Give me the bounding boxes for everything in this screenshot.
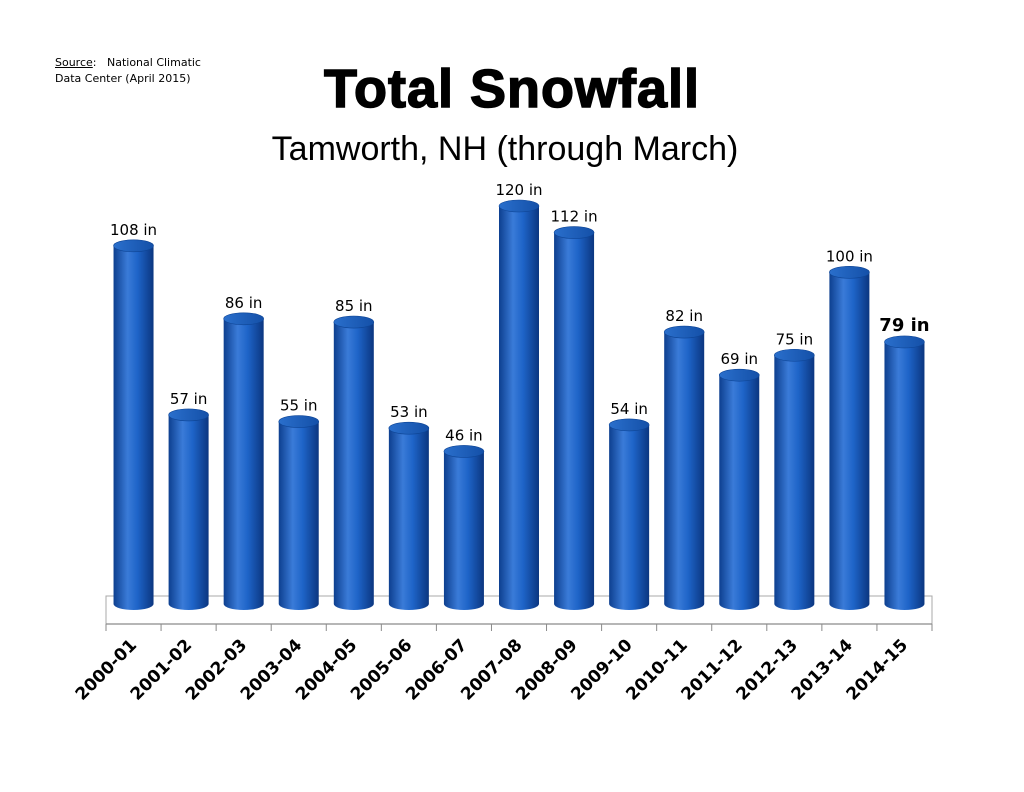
bar-body	[443, 451, 484, 610]
source-line1: National Climatic	[106, 56, 201, 69]
bar-top	[718, 368, 760, 382]
bar	[443, 445, 485, 610]
data-label: 100 in	[826, 247, 873, 265]
data-label: 57 in	[170, 390, 208, 408]
bar	[333, 315, 375, 610]
bar-body	[333, 322, 374, 610]
bar-top	[113, 239, 154, 253]
bar-body	[278, 421, 319, 610]
bar-top	[829, 266, 870, 279]
bar-body	[388, 428, 429, 610]
bar-top	[608, 418, 650, 432]
bar	[718, 368, 760, 610]
bar-body	[774, 355, 815, 610]
bar-top	[553, 226, 595, 239]
bar-body	[168, 414, 209, 610]
data-label: 55 in	[280, 397, 318, 415]
data-label: 120 in	[495, 181, 542, 199]
data-label: 69 in	[721, 350, 759, 368]
data-labels-group: 108 in 57 in 86 in 55 in 85 in 53 in 46 in 120 …	[110, 181, 930, 444]
bar-top	[223, 312, 264, 326]
data-label: 53 in	[390, 403, 428, 421]
bar	[829, 266, 870, 610]
bar	[608, 418, 650, 610]
data-label: 108 in	[110, 221, 157, 239]
bar-top	[443, 445, 485, 458]
chart-subtitle: Tamworth, NH (through March)	[271, 130, 739, 168]
bar-body	[113, 245, 154, 611]
bar-body	[719, 375, 760, 610]
bar-top	[168, 408, 209, 422]
data-label: 79 in	[879, 315, 929, 336]
bar	[113, 239, 154, 611]
source-note: Source: National Climatic Data Center (A…	[55, 56, 201, 85]
data-label: 46 in	[445, 426, 483, 444]
bar-body	[499, 206, 539, 610]
data-label: 82 in	[665, 307, 703, 325]
bar-body	[664, 332, 705, 610]
bar-top	[333, 315, 375, 329]
data-label: 75 in	[776, 330, 814, 348]
bar	[498, 199, 540, 610]
bar	[663, 325, 705, 610]
x-tick-labels-group: 2000-012001-022002-032003-042004-052005-…	[72, 635, 912, 704]
source-line2: Data Center (April 2015)	[55, 72, 191, 85]
data-label: 85 in	[335, 297, 373, 315]
bar-body	[884, 341, 925, 610]
bar-body	[554, 232, 595, 611]
bar-top	[388, 421, 430, 435]
bar	[223, 312, 264, 610]
data-label: 112 in	[551, 208, 598, 226]
bar	[168, 408, 209, 610]
bar-top	[498, 199, 540, 213]
bar	[388, 421, 430, 610]
data-label: 54 in	[610, 400, 648, 418]
bar	[553, 226, 595, 611]
bar-body	[223, 318, 264, 610]
bar-top	[663, 325, 705, 339]
bar-top	[774, 348, 815, 362]
bar-top	[884, 335, 925, 349]
chart-title: Total Snowfall	[323, 58, 700, 120]
bar	[884, 335, 925, 610]
bar-body	[609, 424, 650, 610]
bar	[774, 348, 815, 610]
bar-top	[278, 415, 320, 428]
source-label: Source	[55, 56, 93, 69]
bars-group	[113, 199, 925, 611]
data-label: 86 in	[225, 294, 263, 312]
bar-body	[829, 272, 870, 610]
bar	[278, 415, 320, 610]
